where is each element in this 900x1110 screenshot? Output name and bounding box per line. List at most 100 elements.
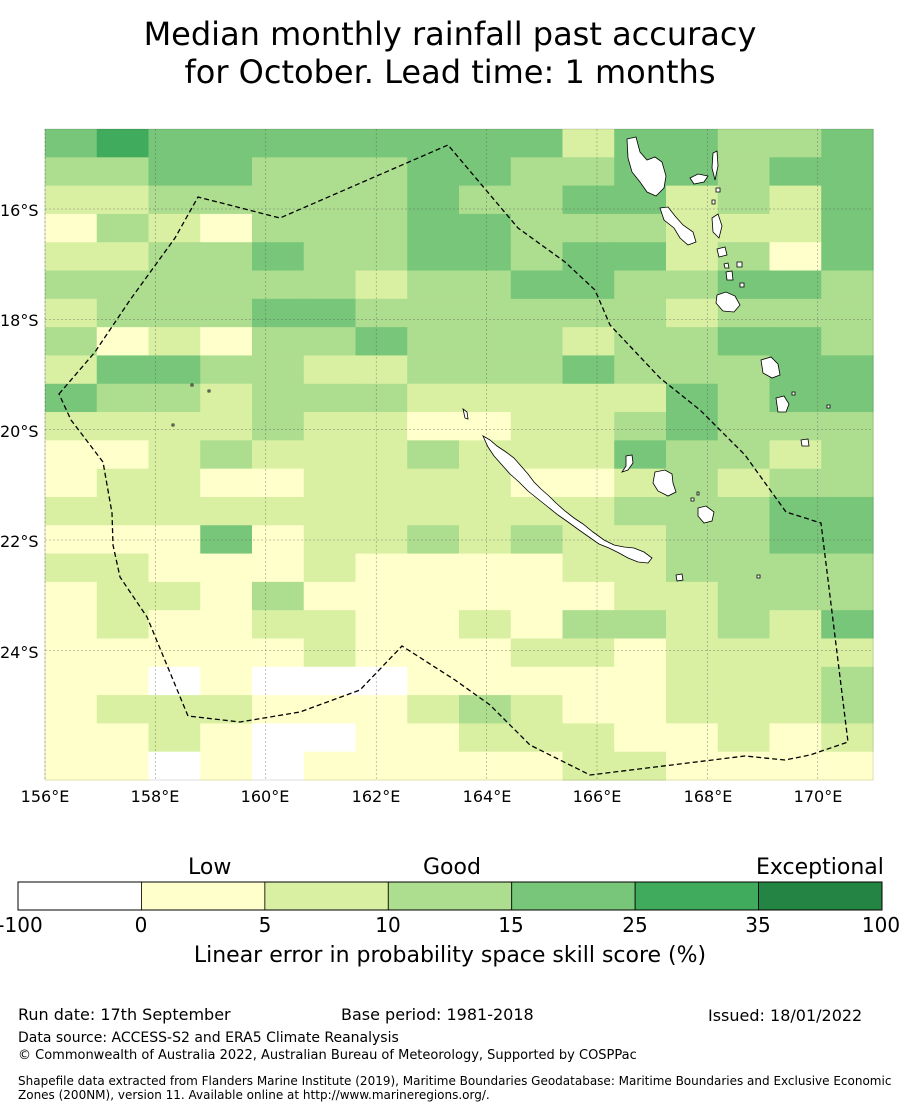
skill-grid-cell	[148, 129, 201, 158]
skill-grid-cell	[45, 581, 98, 611]
skill-grid-cell	[614, 383, 667, 413]
skill-grid-cell	[562, 355, 615, 385]
skill-grid-cell	[666, 581, 719, 611]
skill-grid-cell	[45, 213, 98, 243]
skill-grid-cell	[769, 157, 822, 187]
skill-grid-cell	[407, 553, 460, 583]
skill-grid-cell	[614, 270, 667, 300]
skill-grid-cell	[96, 213, 150, 243]
skill-grid-cell	[355, 638, 408, 668]
skill-grid-cell	[510, 695, 564, 724]
skill-grid-cell	[200, 525, 253, 555]
skill-grid-cell	[355, 355, 408, 385]
skill-grid-cell	[717, 581, 771, 611]
skill-grid-cell	[821, 412, 874, 441]
skill-grid-cell	[148, 242, 201, 272]
skill-grid-cell	[303, 695, 357, 724]
skill-grid-cell	[407, 496, 460, 526]
skill-grid-cell	[252, 638, 305, 668]
skill-grid-cell	[96, 638, 150, 668]
paama-island	[723, 262, 730, 269]
skill-grid-cell	[45, 383, 98, 413]
skill-grid-cell	[252, 213, 305, 243]
skill-grid-cell	[252, 666, 305, 696]
skill-grid-cell	[614, 327, 667, 357]
skill-grid-cell	[200, 213, 253, 243]
tanna-island	[775, 395, 790, 413]
skill-grid-cell	[355, 496, 408, 526]
skill-grid-cell	[717, 723, 771, 753]
skill-grid-cell	[252, 525, 305, 555]
skill-grid-cell	[96, 129, 150, 158]
skill-grid-cell	[407, 157, 460, 187]
skill-grid-cell	[355, 185, 408, 215]
skill-grid-cell	[821, 610, 874, 640]
skill-grid-cell	[200, 185, 253, 215]
skill-grid-cell	[355, 412, 408, 441]
skill-grid-cell	[769, 213, 822, 243]
skill-grid-cell	[303, 553, 357, 583]
vanuatu-islet-2	[711, 199, 716, 205]
skill-grid-cell	[666, 129, 719, 158]
skill-grid-cell	[96, 553, 150, 583]
skill-grid-cell	[407, 270, 460, 300]
skill-grid-cell	[459, 723, 512, 753]
skill-grid-cell	[303, 666, 357, 696]
skill-grid-cell	[459, 553, 512, 583]
skill-grid-cell	[200, 412, 253, 441]
skill-grid-cell	[717, 666, 771, 696]
skill-grid-cell	[562, 327, 615, 357]
title-line-2: for October. Lead time: 1 months	[184, 53, 716, 91]
skill-grid-cell	[769, 468, 822, 498]
skill-grid-cell	[200, 327, 253, 357]
title-line-1: Median monthly rainfall past accuracy	[143, 15, 757, 53]
skill-grid-cell	[510, 185, 564, 215]
skill-grid-cell	[666, 298, 719, 328]
skill-grid-cell	[200, 581, 253, 611]
skill-grid-cell	[510, 242, 564, 272]
skill-grid-cell	[717, 327, 771, 357]
skill-grid-cell	[510, 666, 564, 696]
skill-grid-cell	[666, 638, 719, 668]
skill-grid-cell	[96, 496, 150, 526]
skill-grid-cell	[355, 666, 408, 696]
skill-grid-cell	[200, 383, 253, 413]
skill-grid-cell	[45, 751, 98, 781]
vanuatu-islet-3	[739, 282, 745, 288]
copyright: © Commonwealth of Australia 2022, Austra…	[18, 1048, 637, 1063]
skill-grid-cell	[769, 581, 822, 611]
skill-grid-cell	[355, 440, 408, 470]
skill-grid-cell	[148, 723, 201, 753]
shepherd-islands	[736, 261, 743, 268]
skill-grid-cell	[459, 213, 512, 243]
skill-grid-cell	[200, 610, 253, 640]
skill-grid-cell	[252, 242, 305, 272]
maewo-island	[711, 150, 719, 181]
lat-label-24s: 24°S	[0, 643, 39, 662]
skill-grid-cell	[355, 270, 408, 300]
skill-grid-cell	[355, 581, 408, 611]
skill-grid-cell	[510, 129, 564, 158]
skill-grid-cell	[355, 525, 408, 555]
skill-grid-cell	[717, 496, 771, 526]
skill-grid-cell	[614, 751, 667, 781]
skill-grid-cell	[614, 610, 667, 640]
skill-grid-cell	[666, 355, 719, 385]
lon-label-166e: 166°E	[572, 787, 622, 806]
skill-grid-cell	[614, 581, 667, 611]
skill-grid-cell	[562, 185, 615, 215]
skill-grid-cell	[459, 666, 512, 696]
skill-grid-cell	[562, 157, 615, 187]
colorbar-category-exceptional: Exceptional	[756, 855, 884, 880]
skill-grid-cell	[666, 553, 719, 583]
skill-grid-cell	[407, 695, 460, 724]
skill-grid-cell	[459, 610, 512, 640]
skill-grid-cell	[562, 412, 615, 441]
skill-grid-cell	[303, 298, 357, 328]
skill-grid-cell	[303, 383, 357, 413]
skill-grid-cell	[562, 666, 615, 696]
lon-label-164e: 164°E	[462, 787, 512, 806]
skill-grid-cell	[200, 695, 253, 724]
skill-grid-cell	[148, 440, 201, 470]
